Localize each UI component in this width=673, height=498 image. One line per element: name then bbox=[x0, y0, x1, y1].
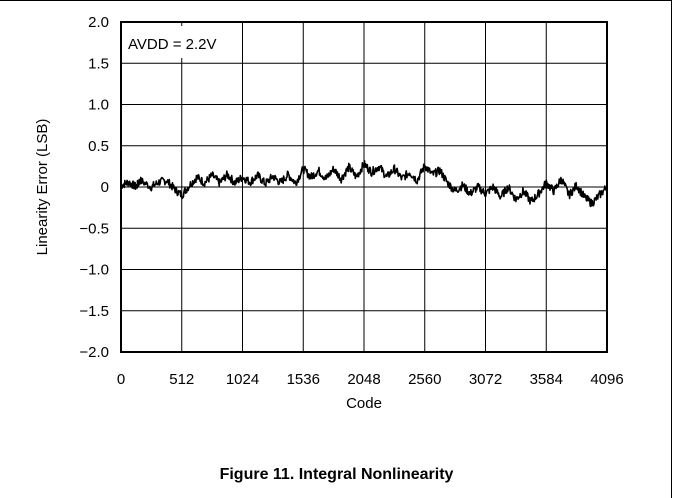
y-tick-label: −2.0 bbox=[79, 344, 109, 361]
x-axis-label: Code bbox=[346, 395, 382, 412]
series-line bbox=[120, 160, 608, 208]
x-tick-label: 2560 bbox=[408, 371, 441, 388]
y-tick-label: 1.0 bbox=[88, 97, 109, 114]
annotation-label: AVDD = 2.2V bbox=[128, 36, 217, 53]
x-tick-labels: 0 512 1024 1536 2048 2560 3072 3584 4096 bbox=[117, 371, 624, 388]
y-tick-label: 0 bbox=[101, 179, 109, 196]
y-tick-label: 1.5 bbox=[88, 55, 109, 72]
figure-caption: Figure 11. Integral Nonlinearity bbox=[219, 466, 454, 483]
series-group bbox=[120, 160, 608, 208]
y-tick-labels: 2.0 1.5 1.0 0.5 0 −0.5 −1.0 −1.5 −2.0 bbox=[79, 14, 109, 361]
x-tick-label: 4096 bbox=[590, 371, 623, 388]
x-tick-label: 1536 bbox=[287, 371, 320, 388]
y-axis-label: Linearity Error (LSB) bbox=[34, 119, 51, 256]
x-tick-label: 2048 bbox=[347, 371, 380, 388]
ino-chart: AVDD = 2.2V 2.0 1.5 1.0 0.5 0 −0.5 −1.0 −1.5 −2.… bbox=[34, 14, 624, 412]
x-tick-label: 1024 bbox=[226, 371, 259, 388]
y-tick-label: 2.0 bbox=[88, 14, 109, 31]
x-tick-label: 512 bbox=[169, 371, 194, 388]
y-tick-label: 0.5 bbox=[88, 138, 109, 155]
y-tick-label: −1.0 bbox=[79, 262, 109, 279]
y-tick-label: −0.5 bbox=[79, 220, 109, 237]
grid bbox=[121, 22, 607, 352]
x-tick-label: 3584 bbox=[530, 371, 563, 388]
annotation-box: AVDD = 2.2V bbox=[123, 26, 237, 58]
y-tick-label: −1.5 bbox=[79, 303, 109, 320]
x-tick-label: 0 bbox=[117, 371, 125, 388]
x-tick-label: 3072 bbox=[469, 371, 502, 388]
